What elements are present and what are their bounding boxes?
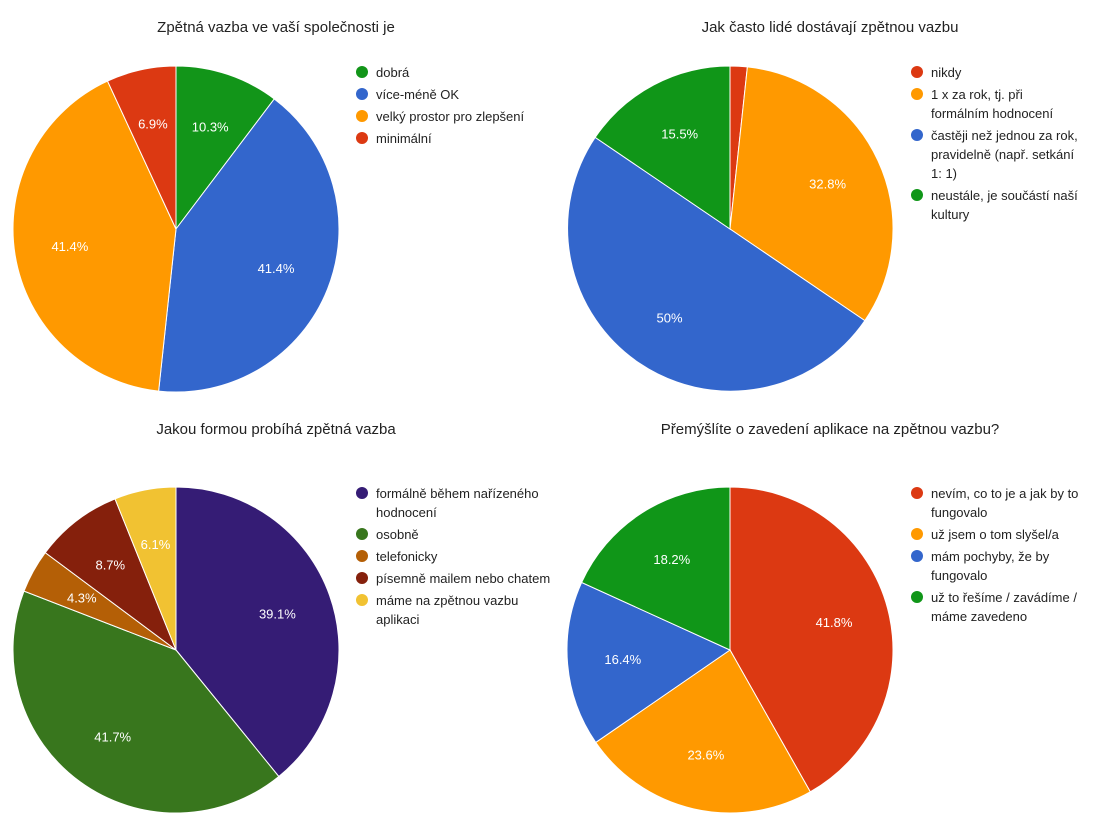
- legend-swatch: [356, 550, 368, 562]
- legend-swatch: [356, 487, 368, 499]
- legend-label: více-méně OK: [376, 87, 460, 102]
- legend-item: máme na zpětnou vazbu aplikaci: [356, 591, 551, 629]
- legend-swatch: [356, 88, 368, 100]
- legend-item: formálně během nařízeného hodnocení: [356, 484, 551, 522]
- legend-label: minimální: [376, 131, 432, 146]
- legend-label: mám pochyby, že by fungovalo: [931, 549, 1050, 583]
- slice-label: 4.3%: [67, 591, 97, 606]
- slice-label: 32.8%: [809, 176, 846, 191]
- legend-swatch: [356, 66, 368, 78]
- legend-item: minimální: [356, 129, 556, 148]
- pie-slice: [175, 65, 275, 231]
- legend-swatch: [356, 594, 368, 606]
- pie-slice: [23, 551, 177, 651]
- legend-item: velký prostor pro zlepšení: [356, 107, 556, 126]
- legend-item: nikdy: [911, 63, 1083, 82]
- legend-swatch: [911, 66, 923, 78]
- pie-slice: [567, 136, 866, 392]
- pie-slice: [729, 486, 894, 793]
- slice-label: 6.9%: [138, 116, 168, 131]
- pie-slice: [580, 486, 731, 651]
- legend-label: nikdy: [931, 65, 962, 80]
- legend-swatch: [356, 132, 368, 144]
- legend-item: 1 x za rok, tj. při formálním hodnocení: [911, 85, 1083, 123]
- legend-swatch: [911, 189, 923, 201]
- legend-label: už to řešíme / zavádíme / máme zavedeno: [931, 590, 1077, 624]
- legend-item: dobrá: [356, 63, 556, 82]
- legend-label: nevím, co to je a jak by to fungovalo: [931, 486, 1079, 520]
- pie-slice: [729, 65, 748, 230]
- pie-slice: [594, 65, 731, 230]
- legend-item: mám pochyby, že by fungovalo: [911, 547, 1089, 585]
- chart-title: Zpětná vazba ve vaší společnosti je: [157, 19, 395, 36]
- slice-label: 16.4%: [604, 652, 641, 667]
- slice-label: 15.5%: [661, 126, 698, 141]
- legend-swatch: [356, 572, 368, 584]
- chart-title: Jakou formou probíhá zpětná vazba: [156, 421, 396, 438]
- legend-label: písemně mailem nebo chatem: [376, 571, 551, 586]
- legend-swatch: [911, 88, 923, 100]
- pie-slice: [729, 66, 894, 322]
- legend-swatch: [911, 528, 923, 540]
- legend-swatch: [911, 487, 923, 499]
- legend: dobrá více-méně OK velký prostor pro zle…: [356, 63, 556, 151]
- legend-item: nevím, co to je a jak by to fungovalo: [911, 484, 1089, 522]
- slice-label: 41.4%: [51, 239, 88, 254]
- legend: nevím, co to je a jak by to fungovalo už…: [911, 484, 1089, 629]
- slice-label: 41.7%: [94, 730, 131, 745]
- legend-label: telefonicky: [376, 549, 438, 564]
- legend-item: neustále, je součástí naší kultury: [911, 186, 1083, 224]
- pie-slice: [12, 590, 280, 814]
- pie-slice: [158, 98, 340, 393]
- chart-title: Jak často lidé dostávají zpětnou vazbu: [701, 19, 959, 36]
- legend: nikdy 1 x za rok, tj. při formálním hodn…: [911, 63, 1083, 227]
- pie-slice: [106, 65, 177, 230]
- legend-item: už jsem o tom slyšel/a: [911, 525, 1089, 544]
- legend-item: telefonicky: [356, 547, 551, 566]
- legend-label: častěji než jednou za rok, pravidelně (n…: [931, 128, 1078, 181]
- pie-slice: [44, 498, 178, 652]
- slice-label: 8.7%: [95, 557, 125, 572]
- legend: formálně během nařízeného hodnocení osob…: [356, 484, 551, 632]
- legend-label: dobrá: [376, 65, 410, 80]
- slice-label: 6.1%: [141, 537, 171, 552]
- legend-item: více-méně OK: [356, 85, 556, 104]
- chart-title: Přemýšlíte o zavedení aplikace na zpětno…: [660, 421, 1000, 438]
- legend-item: osobně: [356, 525, 551, 544]
- legend-item: písemně mailem nebo chatem: [356, 569, 551, 588]
- legend-label: 1 x za rok, tj. při formálním hodnocení: [931, 87, 1054, 121]
- legend-item: častěji než jednou za rok, pravidelně (n…: [911, 126, 1083, 183]
- legend-label: velký prostor pro zlepšení: [376, 109, 525, 124]
- slice-label: 10.3%: [192, 120, 229, 135]
- slice-label: 50%: [656, 311, 682, 326]
- legend-swatch: [356, 528, 368, 540]
- pie-slice: [114, 486, 177, 651]
- legend-swatch: [911, 591, 923, 603]
- legend-label: osobně: [376, 527, 419, 542]
- slice-label: 39.1%: [259, 607, 296, 622]
- pie-slice: [566, 581, 732, 744]
- legend-swatch: [911, 550, 923, 562]
- legend-label: formálně během nařízeného hodnocení: [376, 486, 539, 520]
- legend-label: už jsem o tom slyšel/a: [931, 527, 1059, 542]
- legend-label: neustále, je součástí naší kultury: [931, 188, 1078, 222]
- legend-label: máme na zpětnou vazbu aplikaci: [376, 593, 519, 627]
- slice-label: 41.4%: [258, 261, 295, 276]
- legend-swatch: [911, 129, 923, 141]
- slice-label: 41.8%: [816, 615, 853, 630]
- pie-slice: [12, 80, 177, 392]
- slice-label: 18.2%: [653, 552, 690, 567]
- slice-label: 23.6%: [687, 747, 724, 762]
- legend-swatch: [356, 110, 368, 122]
- legend-item: už to řešíme / zavádíme / máme zavedeno: [911, 588, 1089, 626]
- pie-slice: [175, 486, 340, 778]
- pie-slice: [595, 649, 811, 814]
